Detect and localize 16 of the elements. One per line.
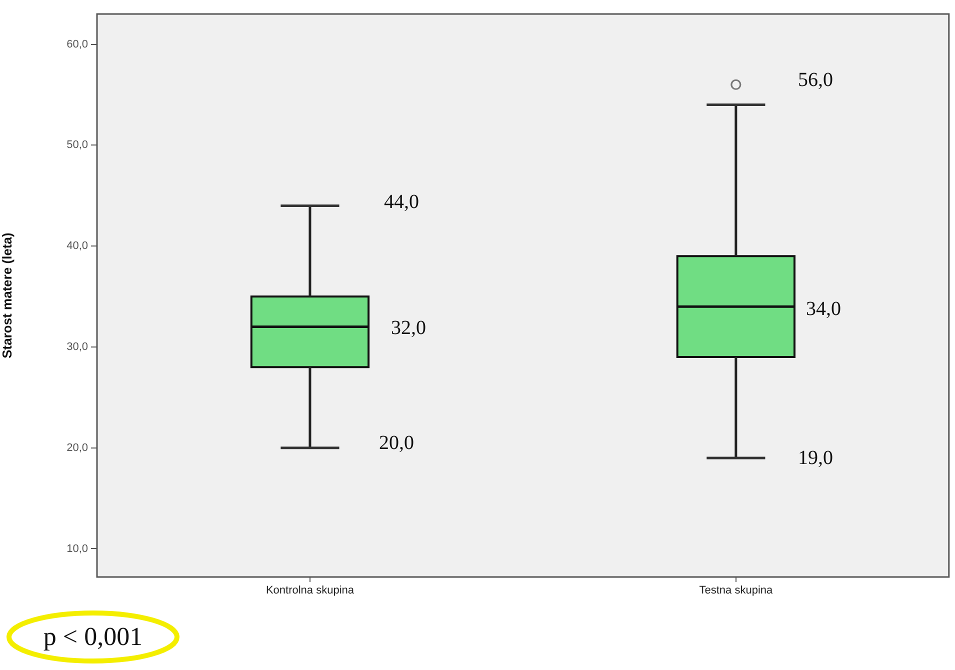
annotation: 19,0 [798, 447, 833, 469]
y-tick-label: 10,0 [66, 542, 88, 555]
y-axis-title: Starost matere (leta) [0, 232, 14, 358]
annotation: 32,0 [391, 317, 426, 339]
text: p < 0,001 [42, 622, 144, 652]
annotation: 44,0 [384, 191, 419, 213]
y-tick-label: 30,0 [66, 340, 88, 353]
y-tick-label: 60,0 [66, 38, 88, 50]
y-tick-label: 40,0 [66, 240, 88, 252]
annotation: 56,0 [798, 69, 833, 91]
x-tick-label: Testna skupina [699, 584, 774, 597]
annotation: 20,0 [379, 432, 414, 454]
x-tick-label: Kontrolna skupina [266, 584, 355, 597]
y-tick-label: 50,0 [66, 139, 88, 152]
y-tick-label: 20,0 [66, 442, 88, 454]
annotation: 34,0 [806, 298, 841, 320]
